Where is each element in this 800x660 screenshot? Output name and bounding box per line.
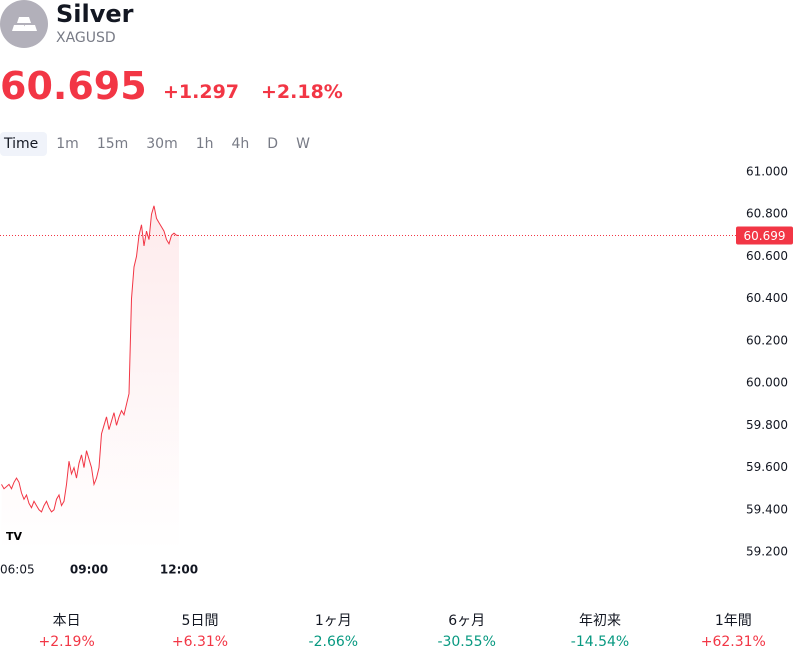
area (1, 205, 179, 553)
price: 60.695 (0, 64, 147, 108)
title: Silver (56, 0, 134, 28)
last-price-label: 60.699 (744, 229, 786, 243)
period[interactable]: 年初来 -14.54% (533, 610, 666, 650)
tab[interactable]: 15m (96, 136, 129, 152)
symbol: XAGUSD (56, 30, 116, 46)
y-tick-label: 59.800 (746, 418, 788, 432)
period-label: 本日 (52, 613, 81, 629)
y-tick-label: 60.000 (746, 376, 788, 390)
period-value: -30.55% (437, 634, 496, 650)
y-tick-label: 60.600 (746, 249, 788, 263)
chart: TV 61.00060.80060.60060.40060.20060.0005… (0, 165, 793, 577)
y-tick-label: 59.400 (746, 502, 788, 516)
y-tick-label: 59.200 (746, 545, 788, 559)
y-tick-label: 61.000 (746, 165, 788, 179)
symbol-icon (0, 0, 48, 48)
tab[interactable]: 30m (146, 136, 178, 152)
y-tick-label: 60.200 (746, 333, 788, 347)
tab[interactable]: 1h (195, 136, 214, 152)
icon-glyph (12, 17, 37, 31)
tabs: Time 1m 15m 30m 1h 4h D W (0, 132, 319, 156)
period-value: +6.31% (171, 634, 229, 650)
period[interactable]: 1ヶ月 -2.66% (267, 610, 400, 650)
period-label: 1ヶ月 (314, 613, 352, 629)
x-tick-label: 12:00 (160, 563, 198, 577)
line (1, 205, 180, 513)
period-label: 1年間 (714, 613, 752, 629)
period[interactable]: 1年間 +62.31% (667, 610, 800, 650)
change: +1.297 (163, 81, 240, 103)
x-tick-label: 06:05 (0, 563, 35, 577)
last-price-box (736, 226, 793, 245)
tab[interactable]: 4h (231, 136, 250, 152)
period-label: 5日間 (181, 613, 219, 629)
y-tick-label: 60.800 (746, 207, 788, 221)
period[interactable]: 本日 +2.19% (0, 610, 133, 650)
period-value: +2.19% (38, 634, 95, 650)
periods: 本日 +2.19% 5日間 +6.31% 1ヶ月 -2.66% 6ヶ月 -30.55% 年初来 -… (0, 610, 800, 650)
period[interactable]: 6ヶ月 -30.55% (400, 610, 533, 650)
period-value: -2.66% (308, 634, 359, 650)
tab[interactable]: Time (0, 132, 48, 156)
period-label: 6ヶ月 (448, 613, 486, 629)
tab[interactable]: W (296, 136, 310, 152)
y-tick-label: 60.400 (746, 291, 788, 305)
period-value: -14.54% (570, 634, 630, 650)
tab[interactable]: 1m (56, 136, 79, 152)
y-tick-label: 59.600 (746, 460, 788, 474)
period-value: +62.31% (700, 634, 766, 650)
x-tick-label: 09:00 (70, 563, 108, 577)
period-label: 年初来 (578, 613, 621, 629)
tab[interactable]: D (267, 136, 279, 152)
change-percent: +2.18% (261, 81, 343, 103)
period[interactable]: 5日間 +6.31% (133, 610, 266, 650)
